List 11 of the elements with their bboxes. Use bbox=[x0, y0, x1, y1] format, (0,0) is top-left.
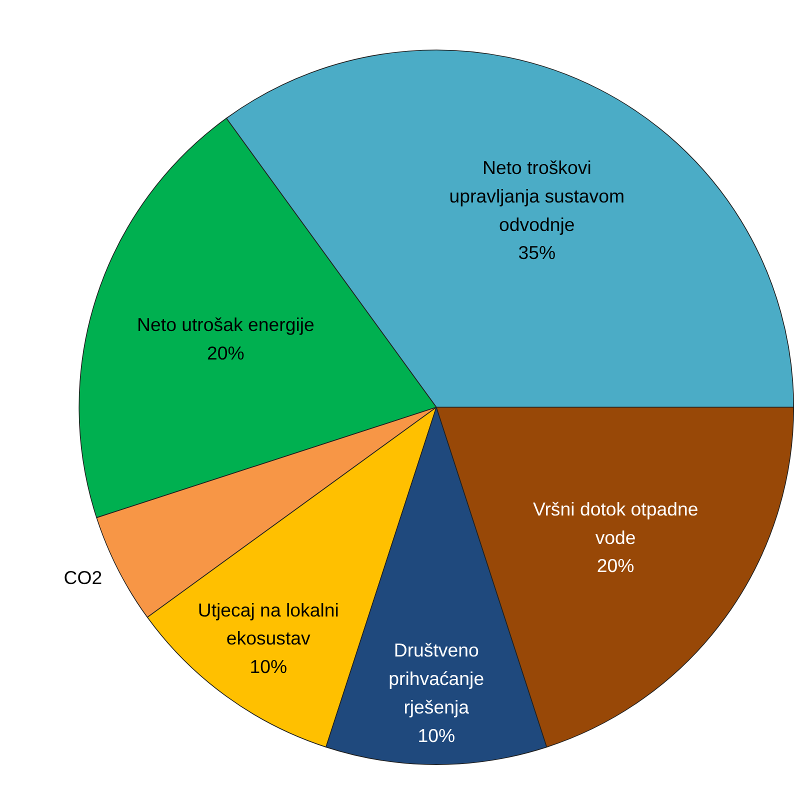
data-label: 10% bbox=[418, 724, 456, 746]
slice-label: Neto utrošak energije bbox=[137, 314, 314, 336]
slice-label: Utjecaj na lokalni ekosustav bbox=[198, 599, 339, 649]
slice-label: Društveno prihvaćanje rješenja bbox=[388, 640, 484, 718]
slice-label: Neto troškovi upravljanja sustavom odvodnje bbox=[449, 157, 625, 235]
data-label: 20% bbox=[207, 342, 244, 364]
slice-label: Vršni dotok otpadne vode bbox=[532, 498, 698, 548]
slice-label: CO2 bbox=[64, 566, 102, 588]
data-label: 20% bbox=[596, 555, 634, 576]
data-label: 10% bbox=[250, 656, 288, 678]
data-label: 35% bbox=[518, 242, 556, 264]
